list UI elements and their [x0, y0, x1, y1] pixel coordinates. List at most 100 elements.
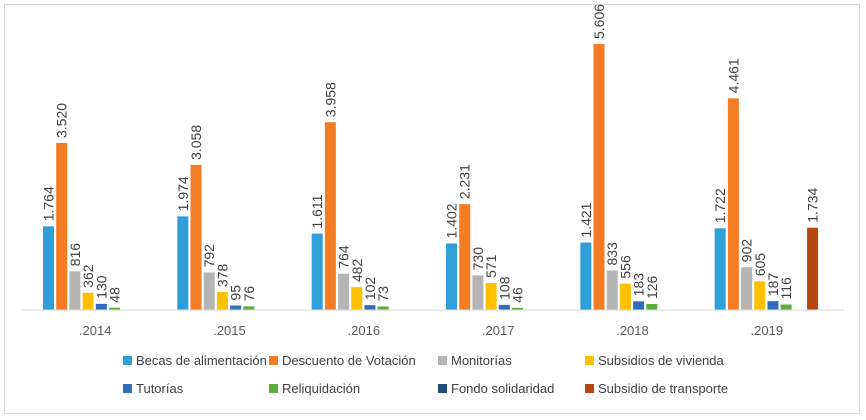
legend-swatch-tutorias: [123, 384, 132, 393]
data-label-tutorias-2015: 95: [228, 285, 244, 301]
bar-tutorias-2015: [230, 305, 242, 310]
bar-descuento-de-votacion-2014: [56, 142, 68, 310]
data-label-monitorias-2014: 816: [67, 243, 83, 267]
bar-tutorias-2017: [498, 304, 510, 310]
data-label-subsidios-de-vivienda-2016: 482: [349, 259, 365, 283]
bar-reliquidacion-2018: [646, 304, 658, 310]
bar-tutorias-2018: [633, 301, 645, 310]
bar-reliquidacion-2016: [377, 306, 389, 310]
x-tick-label-2017: .2017: [482, 323, 515, 338]
data-label-reliquidacion-2019: 116: [778, 277, 794, 300]
data-label-descuento-de-votacion-2014: 3.520: [54, 103, 70, 138]
bar-monitorias-2015: [203, 272, 215, 310]
bar-reliquidacion-2019: [780, 304, 792, 310]
data-label-becas-de-alimentacion-2015: 1.974: [175, 176, 191, 211]
data-label-tutorias-2014: 130: [93, 275, 109, 299]
x-tick-label-2015: .2015: [213, 323, 246, 338]
data-label-reliquidacion-2014: 48: [107, 287, 123, 303]
bar-monitorias-2018: [606, 270, 618, 310]
bar-becas-de-alimentacion-2016: [311, 233, 323, 310]
legend-label-descuento-de-votacion: Descuento de Votación: [282, 353, 416, 368]
x-axis: .2014 .2015 .2016 .2017 .2018 .2019: [22, 309, 844, 338]
data-label-reliquidacion-2017: 46: [510, 287, 526, 303]
bar-tutorias-2019: [767, 301, 779, 310]
data-label-monitorias-2016: 764: [336, 245, 352, 269]
data-label-tutorias-2017: 108: [496, 276, 512, 300]
bar-descuento-de-votacion-2018: [593, 44, 605, 310]
bar-reliquidacion-2015: [243, 306, 255, 310]
bar-subsidios-de-vivienda-2018: [619, 283, 631, 310]
data-label-subsidios-de-vivienda-2018: 556: [617, 255, 633, 279]
legend-label-monitorias: Monitorías: [451, 353, 512, 368]
data-label-descuento-de-votacion-2017: 2.231: [457, 164, 473, 199]
legend-label-fondo-solidaridad: Fondo solidaridad: [451, 381, 554, 396]
data-label-monitorias-2019: 902: [739, 239, 755, 263]
legend-swatch-becas-de-alimentacion: [123, 356, 132, 365]
bar-subsidios-de-vivienda-2015: [216, 292, 228, 310]
data-label-monitorias-2015: 792: [201, 244, 217, 268]
bars-layer: 1.764 1.974 1.611 1.402 1.421 1.722 3.520 3.058…: [41, 4, 821, 310]
legend-swatch-descuento-de-votacion: [269, 356, 278, 365]
x-tick-label-2014: .2014: [79, 323, 112, 338]
bar-reliquidacion-2017: [512, 307, 523, 310]
legend-swatch-subsidio-de-transporte: [585, 384, 594, 393]
bar-monitorias-2017: [472, 275, 484, 310]
data-label-tutorias-2018: 183: [631, 273, 647, 297]
x-tick-label-2016: .2016: [348, 323, 381, 338]
data-label-descuento-de-votacion-2015: 3.058: [188, 125, 204, 160]
data-label-reliquidacion-2016: 73: [375, 286, 391, 302]
legend-label-reliquidacion: Reliquidación: [282, 381, 360, 396]
bar-becas-de-alimentacion-2014: [43, 226, 54, 310]
bar-monitorias-2016: [338, 273, 350, 310]
chart-frame: [4, 4, 860, 414]
bar-subsidios-de-vivienda-2019: [754, 281, 766, 310]
bar-subsidios-de-vivienda-2017: [485, 282, 497, 310]
bar-descuento-de-votacion-2016: [324, 122, 336, 310]
bar-monitorias-2019: [741, 267, 753, 310]
data-label-becas-de-alimentacion-2019: 1.722: [712, 188, 728, 223]
x-tick-label-2019: .2019: [751, 323, 784, 338]
legend-swatch-subsidios-de-vivienda: [585, 356, 594, 365]
data-label-subsidios-de-vivienda-2017: 571: [483, 254, 499, 278]
data-label-monitorias-2018: 833: [604, 242, 620, 266]
data-label-monitorias-2017: 730: [470, 247, 486, 271]
x-tick-label-2018: .2018: [616, 323, 649, 338]
data-label-subsidios-de-vivienda-2014: 362: [80, 264, 96, 288]
legend-label-subsidio-de-transporte: Subsidio de transporte: [598, 381, 728, 396]
legend-swatch-fondo-solidaridad: [438, 384, 447, 393]
data-label-subsidios-de-vivienda-2015: 378: [214, 263, 230, 287]
bar-descuento-de-votacion-2017: [459, 204, 471, 310]
bar-becas-de-alimentacion-2019: [714, 228, 726, 310]
data-label-subsidio-de-transporte-2019: 1.734: [805, 187, 821, 222]
bar-descuento-de-votacion-2019: [727, 98, 739, 310]
legend-swatch-reliquidacion: [269, 384, 278, 393]
data-label-tutorias-2019: 187: [765, 273, 781, 297]
data-label-becas-de-alimentacion-2016: 1.611: [309, 194, 325, 228]
data-label-becas-de-alimentacion-2018: 1.421: [578, 202, 594, 237]
bar-tutorias-2014: [95, 303, 107, 310]
bar-monitorias-2014: [69, 271, 81, 310]
bar-subsidios-de-vivienda-2014: [82, 292, 94, 310]
data-label-reliquidacion-2015: 76: [241, 286, 257, 302]
data-label-descuento-de-votacion-2018: 5.606: [591, 4, 607, 39]
legend-label-becas-de-alimentacion: Becas de alimentación: [136, 353, 267, 368]
data-label-becas-de-alimentacion-2014: 1.764: [41, 186, 57, 221]
bar-becas-de-alimentacion-2015: [177, 216, 189, 310]
legend-label-subsidios-de-vivienda: Subsidios de vivienda: [598, 353, 725, 368]
bar-tutorias-2016: [364, 305, 376, 310]
bar-reliquidacion-2014: [109, 307, 120, 310]
data-label-descuento-de-votacion-2019: 4.461: [725, 58, 741, 93]
data-label-becas-de-alimentacion-2017: 1.402: [444, 203, 460, 238]
data-label-descuento-de-votacion-2016: 3.958: [322, 82, 338, 117]
bar-subsidio-de-transporte-2019: [807, 227, 819, 310]
data-label-tutorias-2016: 102: [362, 277, 378, 301]
legend: Becas de alimentación Descuento de Votaci…: [123, 353, 728, 396]
bar-subsidios-de-vivienda-2016: [351, 287, 363, 310]
bar-becas-de-alimentacion-2018: [580, 242, 592, 310]
data-label-reliquidacion-2018: 126: [644, 275, 660, 299]
legend-swatch-monitorias: [438, 356, 447, 365]
data-label-subsidios-de-vivienda-2019: 605: [752, 253, 768, 277]
legend-label-tutorias: Tutorías: [136, 381, 184, 396]
bar-becas-de-alimentacion-2017: [446, 243, 457, 310]
